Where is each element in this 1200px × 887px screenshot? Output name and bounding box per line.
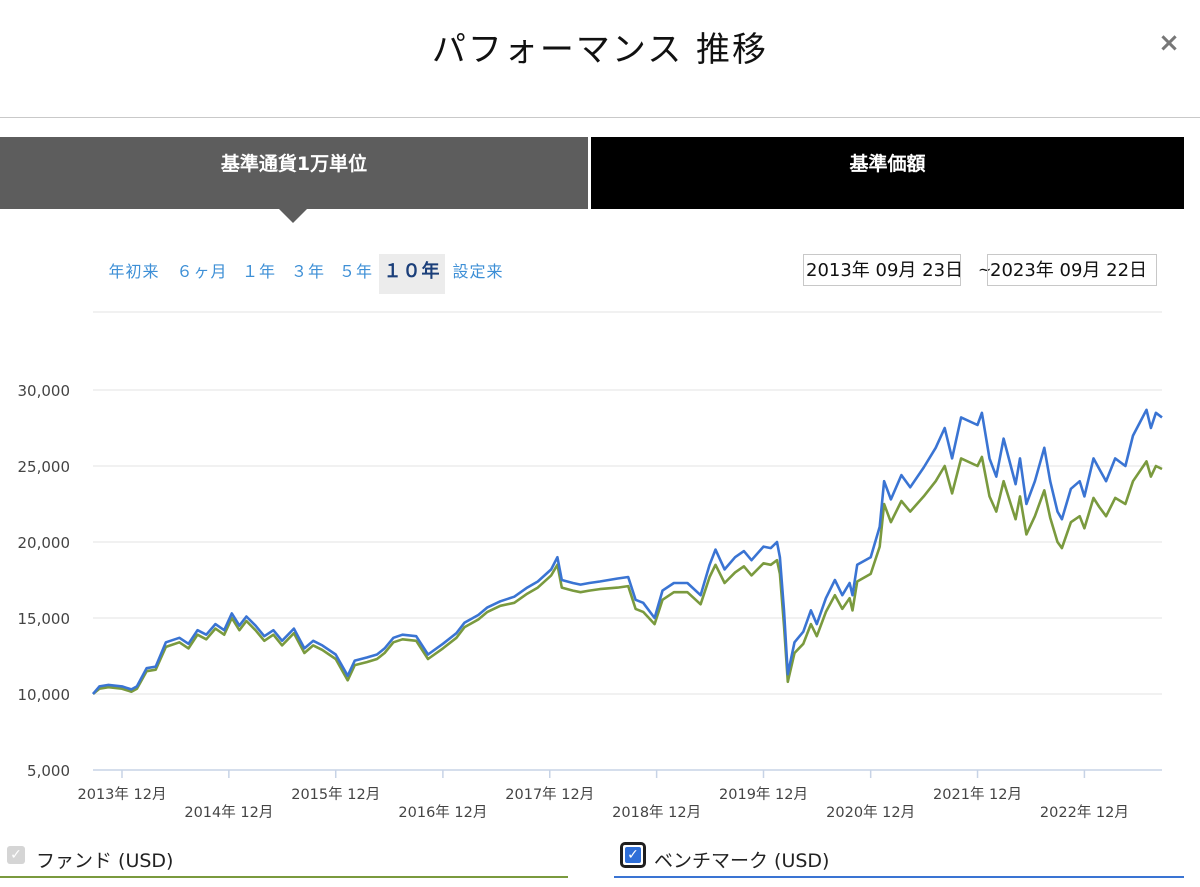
check-icon: ✓ — [625, 847, 641, 863]
date-to-input[interactable]: 2023年 09月 22日 — [987, 254, 1157, 286]
x-tick-label: 2015年 12月 — [291, 786, 380, 803]
title-divider — [0, 117, 1200, 118]
range-6m-button[interactable]: ６ヶ月 — [176, 262, 228, 281]
x-tick-label: 2014年 12月 — [184, 804, 273, 821]
close-icon[interactable]: × — [1158, 28, 1180, 58]
x-tick-label: 2022年 12月 — [1040, 804, 1129, 821]
x-tick-label: 2021年 12月 — [933, 786, 1022, 803]
fund-checkbox[interactable]: ✓ — [7, 846, 25, 864]
x-axis: 2013年 12月 2014年 12月 2015年 12月 2016年 12月 2017… — [78, 769, 1162, 821]
tab-label: 基準価額 — [849, 153, 926, 175]
legend-benchmark[interactable]: ✓ ベンチマーク (USD) — [614, 840, 1184, 880]
active-tab-arrow-icon — [279, 209, 307, 223]
y-tick-label: 15,000 — [18, 610, 71, 628]
tab-nav[interactable]: 基準価額 — [591, 137, 1184, 209]
legend-fund-label: ファンド (USD) — [36, 850, 174, 872]
x-tick-label: 2016年 12月 — [398, 804, 487, 821]
x-tick-label: 2018年 12月 — [612, 804, 701, 821]
benchmark-checkbox[interactable]: ✓ — [620, 842, 646, 868]
y-tick-label: 25,000 — [18, 458, 71, 476]
range-ytd-button[interactable]: 年初来 — [108, 262, 160, 281]
y-axis: 5,000 10,000 15,000 20,000 25,000 30,000 — [18, 382, 71, 780]
series-group — [92, 408, 1163, 696]
series-line-benchmark — [92, 408, 1163, 695]
range-5y-button[interactable]: ５年 — [338, 262, 373, 281]
y-tick-label: 5,000 — [27, 762, 70, 780]
range-10y-button[interactable]: １０年 — [379, 254, 445, 294]
x-tick-label: 2020年 12月 — [826, 804, 915, 821]
tab-label: 基準通貨1万単位 — [220, 153, 368, 175]
y-tick-label: 30,000 — [18, 382, 71, 400]
range-1y-button[interactable]: １年 — [241, 262, 276, 281]
range-3y-button[interactable]: ３年 — [290, 262, 325, 281]
x-tick-label: 2017年 12月 — [505, 786, 594, 803]
date-from-input[interactable]: 2013年 09月 23日 — [803, 254, 963, 286]
y-tick-label: 10,000 — [18, 686, 71, 704]
y-tick-label: 20,000 — [18, 534, 71, 552]
range-inception-button[interactable]: 設定来 — [452, 262, 504, 281]
date-range-separator: ~ — [978, 260, 992, 279]
gridlines — [93, 311, 1162, 695]
legend-benchmark-label: ベンチマーク (USD) — [654, 850, 830, 872]
performance-chart: 2013年 12月 2014年 12月 2015年 12月 2016年 12月 2017… — [18, 311, 1163, 821]
legend-fund[interactable]: ✓ ファンド (USD) — [0, 840, 568, 880]
legend-fund-underline — [0, 876, 568, 878]
x-tick-label: 2019年 12月 — [719, 786, 808, 803]
x-tick-label: 2013年 12月 — [78, 786, 167, 803]
tab-base-currency-10k[interactable]: 基準通貨1万単位 — [0, 137, 588, 223]
modal-title: パフォーマンス 推移 — [431, 30, 769, 70]
legend-benchmark-underline — [614, 876, 1184, 878]
series-line-fund — [92, 455, 1163, 696]
